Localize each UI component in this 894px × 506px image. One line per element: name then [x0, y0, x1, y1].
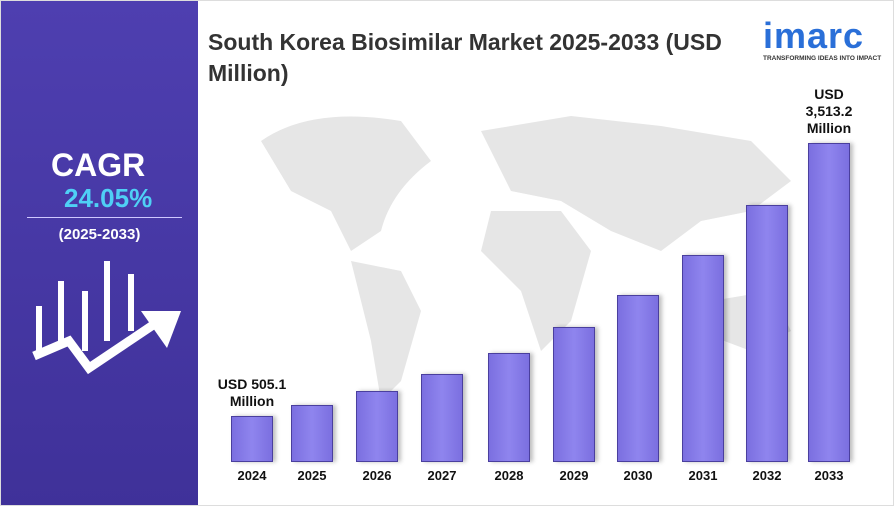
bar [421, 374, 463, 462]
logo-tagline: TRANSFORMING IDEAS INTO IMPACT [763, 55, 882, 62]
x-tick-label: 2031 [688, 468, 718, 483]
x-tick-label: 2028 [494, 468, 524, 483]
bar [231, 416, 273, 462]
bar [553, 327, 595, 462]
x-tick-label: 2026 [362, 468, 392, 483]
bar [746, 204, 788, 462]
cagr-period: (2025-2033) [58, 226, 141, 243]
x-tick-label: 2027 [427, 468, 457, 483]
x-tick-label: 2030 [623, 468, 653, 483]
x-tick-label: 2025 [297, 468, 327, 483]
x-tick-label: 2024 [237, 468, 267, 483]
bar [617, 294, 659, 462]
cagr-value: 24.05% [64, 183, 153, 213]
bar [488, 353, 530, 462]
value-label: USD 3,513.2 Million [805, 86, 853, 136]
growth-icon [32, 261, 181, 375]
cagr-label: CAGR [51, 147, 146, 183]
x-tick-label: 2029 [559, 468, 589, 483]
logo: imarc [763, 15, 865, 56]
value-label: USD 505.1 Million [217, 376, 287, 410]
bar [291, 405, 333, 462]
cagr-panel: CAGR 24.05% (2025-2033) [1, 1, 198, 505]
bar [682, 254, 724, 462]
divider [27, 217, 182, 218]
x-tick-label: 2032 [752, 468, 782, 483]
x-tick-label: 2033 [814, 468, 844, 483]
bar [356, 391, 398, 462]
bar [808, 143, 850, 462]
chart-title: South Korea Biosimilar Market 2025-2033 … [208, 29, 722, 86]
